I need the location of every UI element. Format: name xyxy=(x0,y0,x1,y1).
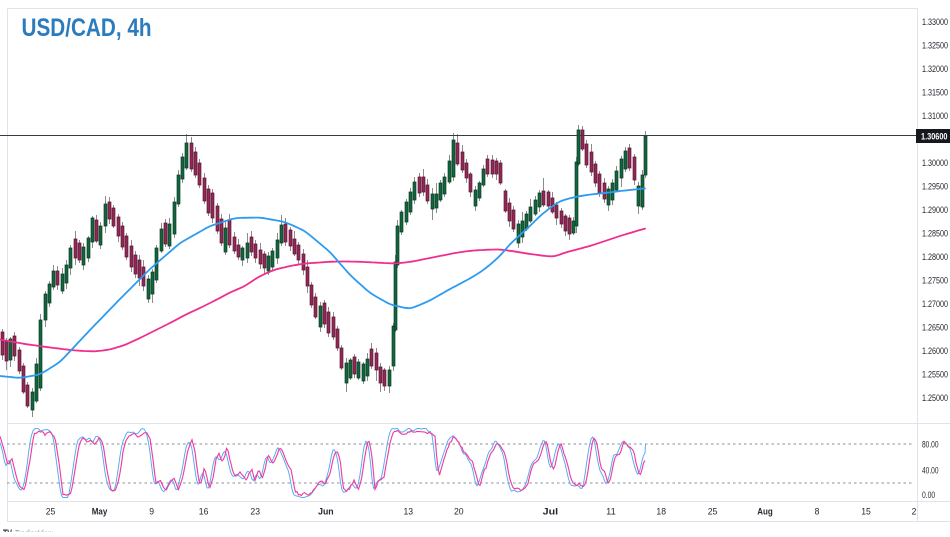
svg-text:1.32000: 1.32000 xyxy=(922,64,948,74)
svg-text:8: 8 xyxy=(815,507,820,517)
svg-text:25: 25 xyxy=(46,507,56,517)
svg-text:1.29500: 1.29500 xyxy=(922,182,948,192)
svg-text:Jul: Jul xyxy=(543,507,559,517)
svg-text:1.30600: 1.30600 xyxy=(921,131,948,142)
svg-text:18: 18 xyxy=(656,507,666,517)
svg-text:1.33000: 1.33000 xyxy=(922,17,948,27)
svg-text:1.25500: 1.25500 xyxy=(922,370,948,380)
svg-text:1.28000: 1.28000 xyxy=(922,252,948,262)
svg-text:1.26000: 1.26000 xyxy=(922,346,948,356)
svg-text:1.31500: 1.31500 xyxy=(922,88,948,98)
svg-text:13: 13 xyxy=(404,507,414,517)
svg-text:1.32500: 1.32500 xyxy=(922,41,948,51)
svg-text:1.25000: 1.25000 xyxy=(922,393,948,403)
svg-text:USD/CAD, 4h: USD/CAD, 4h xyxy=(22,14,152,42)
svg-text:May: May xyxy=(92,507,108,517)
svg-text:1.27500: 1.27500 xyxy=(922,276,948,286)
svg-text:Aug: Aug xyxy=(757,507,773,517)
svg-text:15: 15 xyxy=(861,507,871,517)
svg-text:40.00: 40.00 xyxy=(922,466,939,476)
svg-text:9: 9 xyxy=(149,507,154,517)
svg-text:2: 2 xyxy=(912,507,917,517)
svg-text:TV: TV xyxy=(3,528,12,532)
svg-text:0.00: 0.00 xyxy=(922,490,935,500)
svg-text:1.29000: 1.29000 xyxy=(922,205,948,215)
svg-text:16: 16 xyxy=(199,507,209,517)
svg-text:1.27000: 1.27000 xyxy=(922,299,948,309)
svg-text:1.28500: 1.28500 xyxy=(922,229,948,239)
svg-text:80.00: 80.00 xyxy=(922,439,939,449)
svg-text:1.30000: 1.30000 xyxy=(922,158,948,168)
svg-text:1.26500: 1.26500 xyxy=(922,323,948,333)
svg-text:1.31000: 1.31000 xyxy=(922,111,948,121)
svg-text:23: 23 xyxy=(250,507,260,517)
svg-text:25: 25 xyxy=(708,507,718,517)
svg-text:Jun: Jun xyxy=(318,507,334,517)
svg-text:11: 11 xyxy=(606,507,616,517)
svg-text:20: 20 xyxy=(454,507,464,517)
